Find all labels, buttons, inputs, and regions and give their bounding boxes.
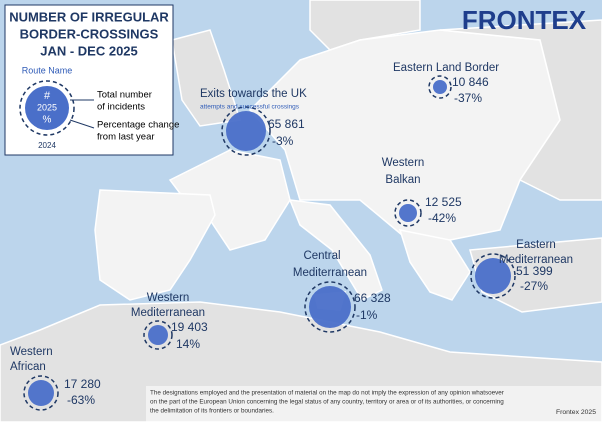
route-incidents: 19 403 — [171, 320, 208, 334]
route-name: Mediterranean — [499, 254, 573, 266]
route-bubble — [148, 325, 168, 345]
legend-previous-year: 2024 — [38, 141, 56, 150]
route-incidents: 65 861 — [268, 117, 305, 131]
route-ring — [428, 75, 452, 99]
disclaimer-backdrop — [146, 386, 602, 422]
legend-change: from last year — [97, 132, 155, 143]
route-name: African — [10, 361, 46, 373]
route-change: -27% — [520, 279, 548, 293]
route-incidents: 12 525 — [425, 195, 462, 209]
legend-box: NUMBER OF IRREGULAR BORDER-CROSSINGS JAN… — [4, 4, 179, 156]
route-name: Mediterranean — [131, 307, 205, 319]
legend-symbol: # — [44, 90, 51, 102]
route-ring — [23, 375, 59, 411]
route-incidents: 51 399 — [516, 264, 553, 278]
route-incidents: 10 846 — [452, 75, 489, 89]
route-bubble — [28, 380, 54, 406]
legend-year: 2025 — [37, 102, 57, 112]
disclaimer: The designations employed and the presen… — [150, 390, 504, 397]
legend-route-name: Route Name — [22, 65, 73, 75]
disclaimer: on the part of the European Union concer… — [150, 399, 504, 406]
route-ring — [221, 106, 271, 156]
title-line: JAN - DEC 2025 — [40, 43, 138, 58]
route-ring — [304, 281, 356, 333]
legend-total: of incidents — [97, 102, 145, 113]
route-change: 14% — [176, 337, 200, 351]
route-change: -3% — [272, 134, 294, 148]
route-note: attempts and successful crossings — [200, 104, 300, 111]
route-name: Western — [382, 157, 425, 169]
legend-ring — [19, 80, 75, 136]
legend-change: Percentage change — [97, 120, 179, 131]
title-line: BORDER-CROSSINGS — [20, 26, 159, 41]
route-bubble — [226, 111, 266, 151]
route-change: -42% — [428, 211, 456, 225]
route-ring — [470, 253, 516, 299]
route-bubble — [309, 286, 351, 328]
route-name: Western — [147, 292, 190, 304]
legend-bubble — [25, 86, 69, 130]
route-bubble — [475, 258, 511, 294]
route-name: Western — [10, 346, 53, 358]
credit: Frontex 2025 — [556, 409, 596, 416]
legend-total: Total number — [97, 90, 152, 101]
route-change: -37% — [454, 91, 482, 105]
route-name: Mediterranean — [293, 267, 367, 279]
route-name: Exits towards the UK — [200, 88, 307, 100]
legend-pct: % — [43, 115, 52, 126]
route-change: -63% — [67, 393, 95, 407]
route-bubble — [433, 80, 447, 94]
route-incidents: 17 280 — [64, 377, 101, 391]
legend-frame — [4, 4, 174, 156]
logo: FRONTEX — [462, 5, 587, 35]
route-bubble — [399, 204, 417, 222]
route-name: Central — [303, 250, 340, 262]
disclaimer: the delimitation of its frontiers or bou… — [150, 408, 274, 415]
route-name: Eastern — [516, 239, 556, 251]
legend-pointer — [69, 119, 95, 129]
route-ring — [394, 199, 422, 227]
route-name: Balkan — [385, 174, 420, 186]
route-ring — [143, 320, 173, 350]
route-incidents: 66 328 — [354, 291, 391, 305]
title-line: NUMBER OF IRREGULAR — [9, 9, 169, 24]
route-name: Eastern Land Border — [393, 62, 499, 74]
route-change: -1% — [356, 308, 378, 322]
